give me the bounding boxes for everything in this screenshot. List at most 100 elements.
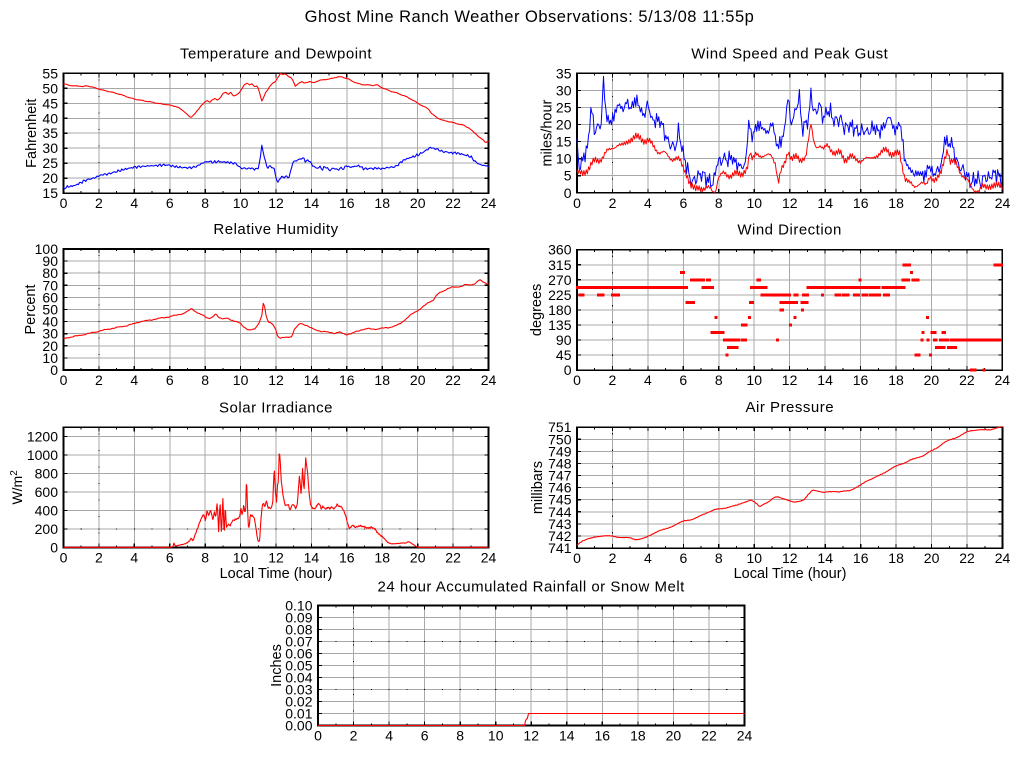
svg-text:55: 55: [42, 65, 58, 81]
svg-text:20: 20: [924, 372, 940, 388]
svg-text:22: 22: [445, 195, 461, 211]
svg-text:0.05: 0.05: [285, 658, 312, 674]
svg-text:747: 747: [548, 468, 572, 484]
svg-text:Local Time (hour): Local Time (hour): [734, 566, 847, 582]
svg-text:2: 2: [350, 728, 358, 744]
svg-text:6: 6: [679, 372, 687, 388]
svg-text:0: 0: [60, 372, 68, 388]
svg-text:24: 24: [995, 550, 1011, 566]
svg-text:0.06: 0.06: [285, 646, 312, 662]
svg-text:Relative Humidity: Relative Humidity: [213, 221, 338, 238]
svg-text:20: 20: [42, 338, 58, 354]
svg-text:200: 200: [35, 521, 59, 537]
svg-text:miles/hour: miles/hour: [540, 99, 556, 166]
svg-text:0.03: 0.03: [285, 682, 312, 698]
svg-text:12: 12: [782, 372, 798, 388]
svg-text:14: 14: [817, 372, 833, 388]
svg-text:0.01: 0.01: [285, 706, 312, 722]
svg-text:0.02: 0.02: [285, 694, 312, 710]
svg-text:12: 12: [782, 195, 798, 211]
svg-text:degrees: degrees: [529, 284, 545, 336]
svg-text:20: 20: [666, 728, 682, 744]
svg-text:18: 18: [630, 728, 646, 744]
svg-text:100: 100: [35, 241, 59, 257]
svg-text:W/m2: W/m2: [9, 470, 26, 505]
svg-text:15: 15: [42, 185, 58, 201]
svg-text:45: 45: [42, 95, 58, 111]
svg-text:12: 12: [523, 728, 539, 744]
svg-text:24: 24: [995, 372, 1011, 388]
svg-text:0.09: 0.09: [285, 610, 312, 626]
svg-text:0: 0: [314, 728, 322, 744]
svg-text:745: 745: [548, 492, 572, 508]
svg-text:22: 22: [959, 550, 975, 566]
svg-text:742: 742: [548, 528, 572, 544]
svg-text:10: 10: [747, 550, 763, 566]
svg-text:10: 10: [746, 372, 762, 388]
svg-text:8: 8: [456, 728, 464, 744]
svg-text:0: 0: [573, 195, 581, 211]
svg-text:10: 10: [747, 195, 763, 211]
svg-text:6: 6: [166, 372, 174, 388]
svg-text:18: 18: [374, 372, 390, 388]
svg-text:741: 741: [548, 540, 572, 556]
svg-text:22: 22: [445, 372, 461, 388]
svg-text:2: 2: [95, 195, 103, 211]
svg-text:2: 2: [609, 195, 617, 211]
svg-text:0.00: 0.00: [285, 718, 312, 734]
svg-text:10: 10: [233, 550, 249, 566]
svg-text:90: 90: [42, 253, 58, 269]
svg-text:25: 25: [42, 155, 58, 171]
svg-text:10: 10: [233, 195, 249, 211]
svg-text:0.07: 0.07: [285, 634, 312, 650]
svg-text:18: 18: [888, 550, 904, 566]
svg-text:600: 600: [35, 484, 59, 500]
svg-text:20: 20: [924, 550, 940, 566]
svg-text:0: 0: [60, 195, 68, 211]
svg-text:4: 4: [644, 372, 652, 388]
svg-text:20: 20: [410, 372, 426, 388]
svg-text:315: 315: [548, 257, 572, 273]
svg-text:Solar Irradiance: Solar Irradiance: [219, 399, 333, 416]
svg-text:50: 50: [42, 302, 58, 318]
svg-text:0.04: 0.04: [285, 670, 312, 686]
svg-text:16: 16: [853, 550, 869, 566]
svg-text:4: 4: [385, 728, 393, 744]
svg-text:16: 16: [339, 550, 355, 566]
svg-text:0: 0: [573, 550, 581, 566]
svg-text:15: 15: [556, 134, 572, 150]
svg-text:Fahrenheit: Fahrenheit: [24, 99, 40, 168]
svg-text:744: 744: [548, 504, 572, 520]
svg-text:8: 8: [201, 195, 209, 211]
svg-text:10: 10: [488, 728, 504, 744]
svg-text:8: 8: [715, 550, 723, 566]
svg-text:24: 24: [995, 195, 1011, 211]
svg-text:5: 5: [564, 168, 572, 184]
svg-text:24: 24: [737, 728, 753, 744]
svg-text:22: 22: [959, 372, 975, 388]
svg-text:135: 135: [548, 317, 572, 333]
svg-text:4: 4: [130, 372, 138, 388]
svg-text:10: 10: [233, 372, 249, 388]
svg-text:22: 22: [959, 195, 975, 211]
svg-text:6: 6: [680, 195, 688, 211]
svg-text:14: 14: [304, 550, 320, 566]
svg-text:749: 749: [548, 443, 572, 459]
svg-text:10: 10: [42, 350, 58, 366]
svg-text:180: 180: [548, 302, 572, 318]
svg-text:30: 30: [42, 326, 58, 342]
svg-text:60: 60: [42, 289, 58, 305]
svg-text:16: 16: [339, 195, 355, 211]
svg-text:6: 6: [166, 195, 174, 211]
svg-text:0: 0: [50, 362, 58, 378]
svg-text:2: 2: [95, 372, 103, 388]
svg-text:20: 20: [42, 170, 58, 186]
svg-text:743: 743: [548, 516, 572, 532]
svg-text:1000: 1000: [27, 447, 58, 463]
svg-text:14: 14: [559, 728, 575, 744]
svg-text:Percent: Percent: [23, 285, 39, 335]
svg-text:0: 0: [50, 540, 58, 556]
svg-text:270: 270: [548, 272, 572, 288]
svg-text:30: 30: [42, 140, 58, 156]
svg-text:12: 12: [782, 550, 798, 566]
